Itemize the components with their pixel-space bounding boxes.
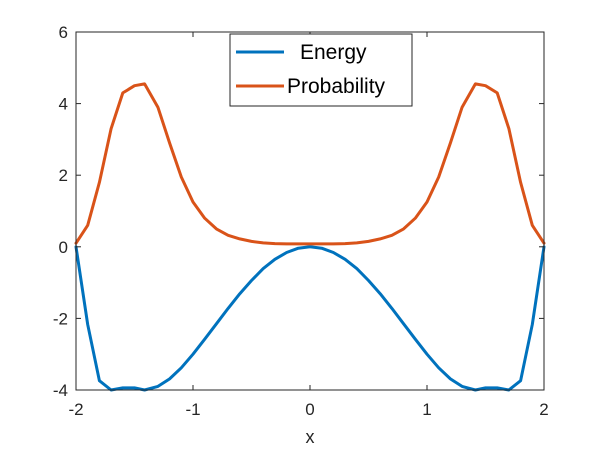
- x-tick-label: 2: [539, 400, 548, 419]
- y-tick-label: 6: [59, 23, 68, 42]
- x-axis-title: x: [306, 427, 315, 447]
- series-line-energy: [74, 245, 546, 392]
- legend-box: [229, 33, 413, 107]
- x-tick-label: 0: [305, 400, 314, 419]
- series-layer: [74, 82, 546, 392]
- x-tick-label: 1: [422, 400, 431, 419]
- y-tick-label: 0: [59, 238, 68, 257]
- x-tick-label: -1: [185, 400, 200, 419]
- y-tick-label: -2: [53, 309, 68, 328]
- legend: Energy Probability: [229, 33, 413, 107]
- y-tick-label: 4: [59, 95, 68, 114]
- y-tick-label: -4: [53, 381, 68, 400]
- x-tick-label: -2: [68, 400, 83, 419]
- y-tick-label: 2: [59, 166, 68, 185]
- legend-label: Probability: [287, 75, 386, 98]
- legend-label: Energy: [300, 41, 367, 64]
- series-line-probability: [74, 82, 546, 246]
